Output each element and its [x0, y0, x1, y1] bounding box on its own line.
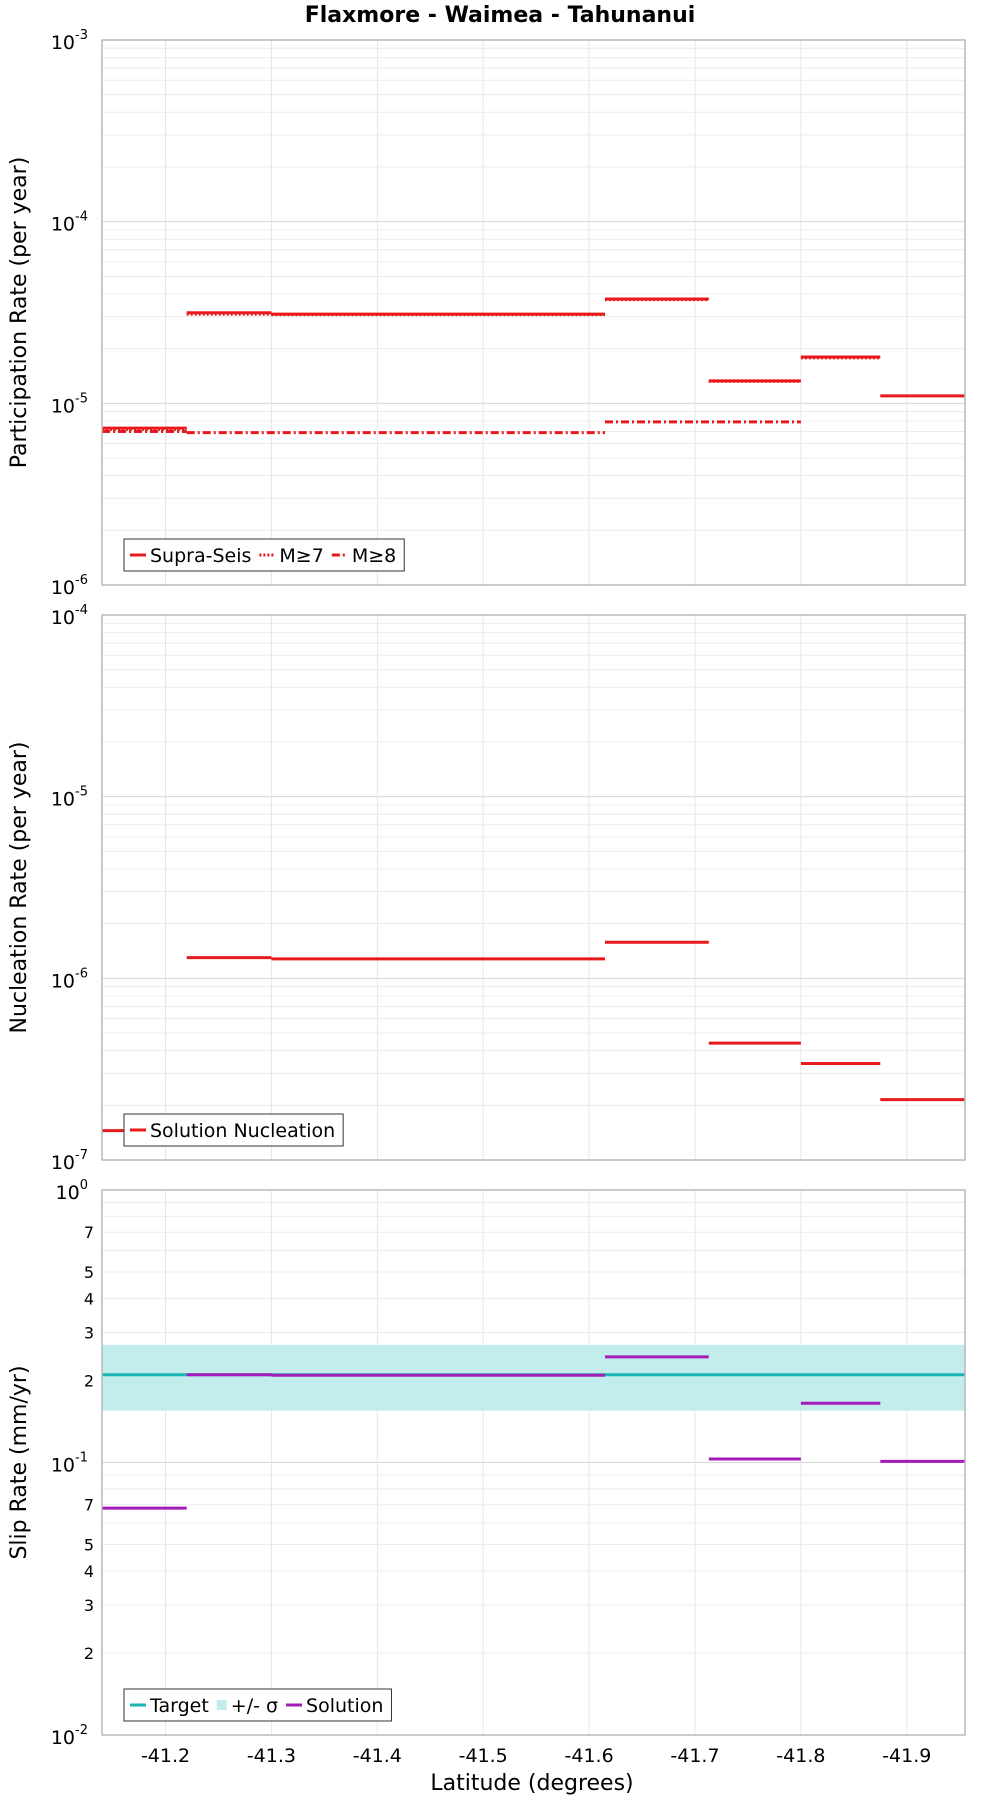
legend-label: Solution	[306, 1695, 383, 1717]
legend: Target +/- σ Solution	[123, 1688, 392, 1722]
y-minor-tick-label: 4	[84, 1289, 94, 1308]
plot-frame	[101, 1189, 966, 1736]
sigma-band	[102, 1344, 965, 1411]
y-tick-label: 10-5	[51, 391, 88, 417]
x-tick-label: -41.8	[776, 1745, 825, 1767]
x-tick-label: -41.2	[141, 1745, 190, 1767]
y-minor-tick-label: 2	[84, 1644, 94, 1663]
plot-frame	[101, 614, 966, 1161]
legend: Supra-Seis M≥7 M≥8	[123, 538, 405, 572]
x-tick-label: -41.7	[670, 1745, 719, 1767]
x-tick-label: -41.5	[459, 1745, 508, 1767]
legend-label: Solution Nucleation	[150, 1120, 335, 1142]
y-minor-tick-label: 7	[84, 1223, 94, 1242]
y-tick-label: 10-2	[51, 1723, 88, 1749]
x-tick-label: -41.3	[247, 1745, 296, 1767]
y-minor-tick-label: 3	[84, 1323, 94, 1342]
legend-box	[123, 1688, 392, 1722]
y-minor-tick-label: 2	[84, 1371, 94, 1390]
y-axis-label: Participation Rate (per year)	[7, 157, 32, 469]
legend-label: M≥8	[352, 545, 396, 567]
y-tick-label: 10-4	[51, 603, 88, 629]
y-tick-label: 10-3	[51, 28, 88, 54]
legend: Solution Nucleation	[123, 1113, 344, 1147]
plot-frame	[101, 39, 966, 586]
legend-label: Target	[149, 1695, 209, 1717]
x-axis-label: Latitude (degrees)	[430, 1771, 633, 1796]
y-minor-tick-label: 7	[84, 1496, 94, 1515]
y-tick-label: 10-4	[51, 210, 88, 236]
legend-box	[123, 1113, 344, 1147]
chart-title: Flaxmore - Waimea - Tahunanui	[305, 3, 696, 28]
y-tick-label: 10-5	[51, 785, 88, 811]
y-axis-label: Slip Rate (mm/yr)	[7, 1365, 32, 1559]
y-tick-label: 10-6	[51, 966, 88, 992]
y-tick-label: 100	[56, 1178, 88, 1204]
y-axis-label: Nucleation Rate (per year)	[7, 742, 32, 1034]
plot-area	[102, 615, 965, 1160]
x-tick-label: -41.6	[565, 1745, 614, 1767]
x-tick-label: -41.9	[882, 1745, 931, 1767]
legend-swatch	[216, 1700, 227, 1710]
x-tick-label: -41.4	[353, 1745, 402, 1767]
legend-label: M≥7	[279, 545, 323, 567]
y-tick-label: 10-6	[51, 573, 88, 599]
legend-label: Supra-Seis	[150, 545, 251, 567]
legend-label: +/- σ	[231, 1695, 278, 1717]
y-minor-tick-label: 4	[84, 1562, 94, 1581]
y-minor-tick-label: 3	[84, 1596, 94, 1615]
y-minor-tick-label: 5	[84, 1536, 94, 1555]
y-tick-label: 10-7	[51, 1148, 88, 1174]
y-minor-tick-label: 5	[84, 1263, 94, 1282]
y-tick-label: 10-1	[51, 1451, 88, 1477]
